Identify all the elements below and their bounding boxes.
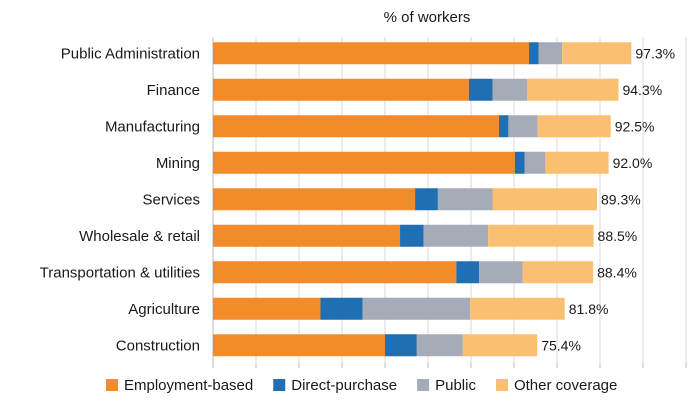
total-label: 89.3%	[601, 191, 641, 207]
bar-segment	[488, 224, 594, 247]
bar-segment	[479, 261, 523, 284]
bar-segment	[492, 188, 597, 211]
bar-segment	[213, 297, 321, 320]
legend-swatch	[106, 379, 118, 391]
legend-swatch	[417, 379, 430, 391]
total-label: 81.8%	[569, 301, 609, 317]
bar-segment	[213, 224, 401, 247]
bar-segment	[498, 115, 509, 138]
category-label: Services	[142, 191, 200, 208]
bar-segment	[213, 188, 416, 211]
legend-swatch	[273, 379, 286, 391]
bars	[213, 42, 632, 357]
category-label: Finance	[147, 82, 200, 99]
total-label: 92.5%	[615, 118, 655, 134]
bar-segment	[213, 115, 499, 138]
bar-segment	[522, 261, 594, 284]
bar-segment	[508, 115, 538, 138]
bar-segment	[529, 42, 539, 65]
bar-segment	[562, 42, 632, 65]
bar-segment	[400, 224, 424, 247]
legend-label: Employment-based	[124, 377, 253, 394]
total-label: 92.0%	[613, 155, 653, 171]
legend-swatch	[495, 379, 508, 391]
bar-segment	[213, 42, 530, 65]
bar-segment	[462, 334, 538, 357]
bar-segment	[213, 151, 515, 174]
legend-label: Other coverage	[514, 377, 617, 394]
bar-segment	[437, 188, 493, 211]
legend-label: Direct-purchase	[291, 377, 397, 394]
total-labels: 97.3% 94.3% 92.5% 92.0% 89.3% 88.5% 88.4% 81.8%…	[541, 45, 675, 353]
bar-segment	[416, 334, 463, 357]
category-label: Wholesale & retail	[79, 228, 200, 245]
bar-segment	[545, 151, 609, 174]
category-label: Public Administration	[61, 45, 200, 62]
bar-segment	[415, 188, 438, 211]
category-labels: Public Administration Finance Manufacturin…	[40, 45, 200, 354]
bar-segment	[514, 151, 525, 174]
bar-segment	[213, 334, 385, 357]
category-label: Manufacturing	[105, 118, 200, 135]
category-label: Construction	[116, 337, 200, 354]
bar-segment	[524, 151, 546, 174]
bar-segment	[320, 297, 363, 320]
total-label: 94.3%	[622, 82, 662, 98]
bar-segment	[456, 261, 480, 284]
bar-segment	[468, 78, 493, 101]
legend: Employment-based Direct-purchase Public Oth…	[106, 377, 617, 394]
bar-segment	[213, 78, 469, 101]
total-label: 75.4%	[541, 337, 581, 353]
bar-segment	[470, 297, 565, 320]
category-label: Transportation & utilities	[40, 264, 200, 281]
bar-segment	[385, 334, 417, 357]
category-label: Mining	[156, 155, 200, 172]
bar-segment	[538, 42, 563, 65]
bar-segment	[492, 78, 528, 101]
bar-segment	[423, 224, 489, 247]
bar-segment	[213, 261, 457, 284]
total-label: 88.5%	[598, 228, 638, 244]
axis-title: % of workers	[384, 9, 471, 26]
bar-segment	[527, 78, 619, 101]
bar-segment	[537, 115, 611, 138]
bar-segment	[362, 297, 471, 320]
legend-label: Public	[435, 377, 476, 394]
total-label: 97.3%	[635, 45, 675, 61]
total-label: 88.4%	[597, 264, 637, 280]
category-label: Agriculture	[128, 301, 200, 318]
